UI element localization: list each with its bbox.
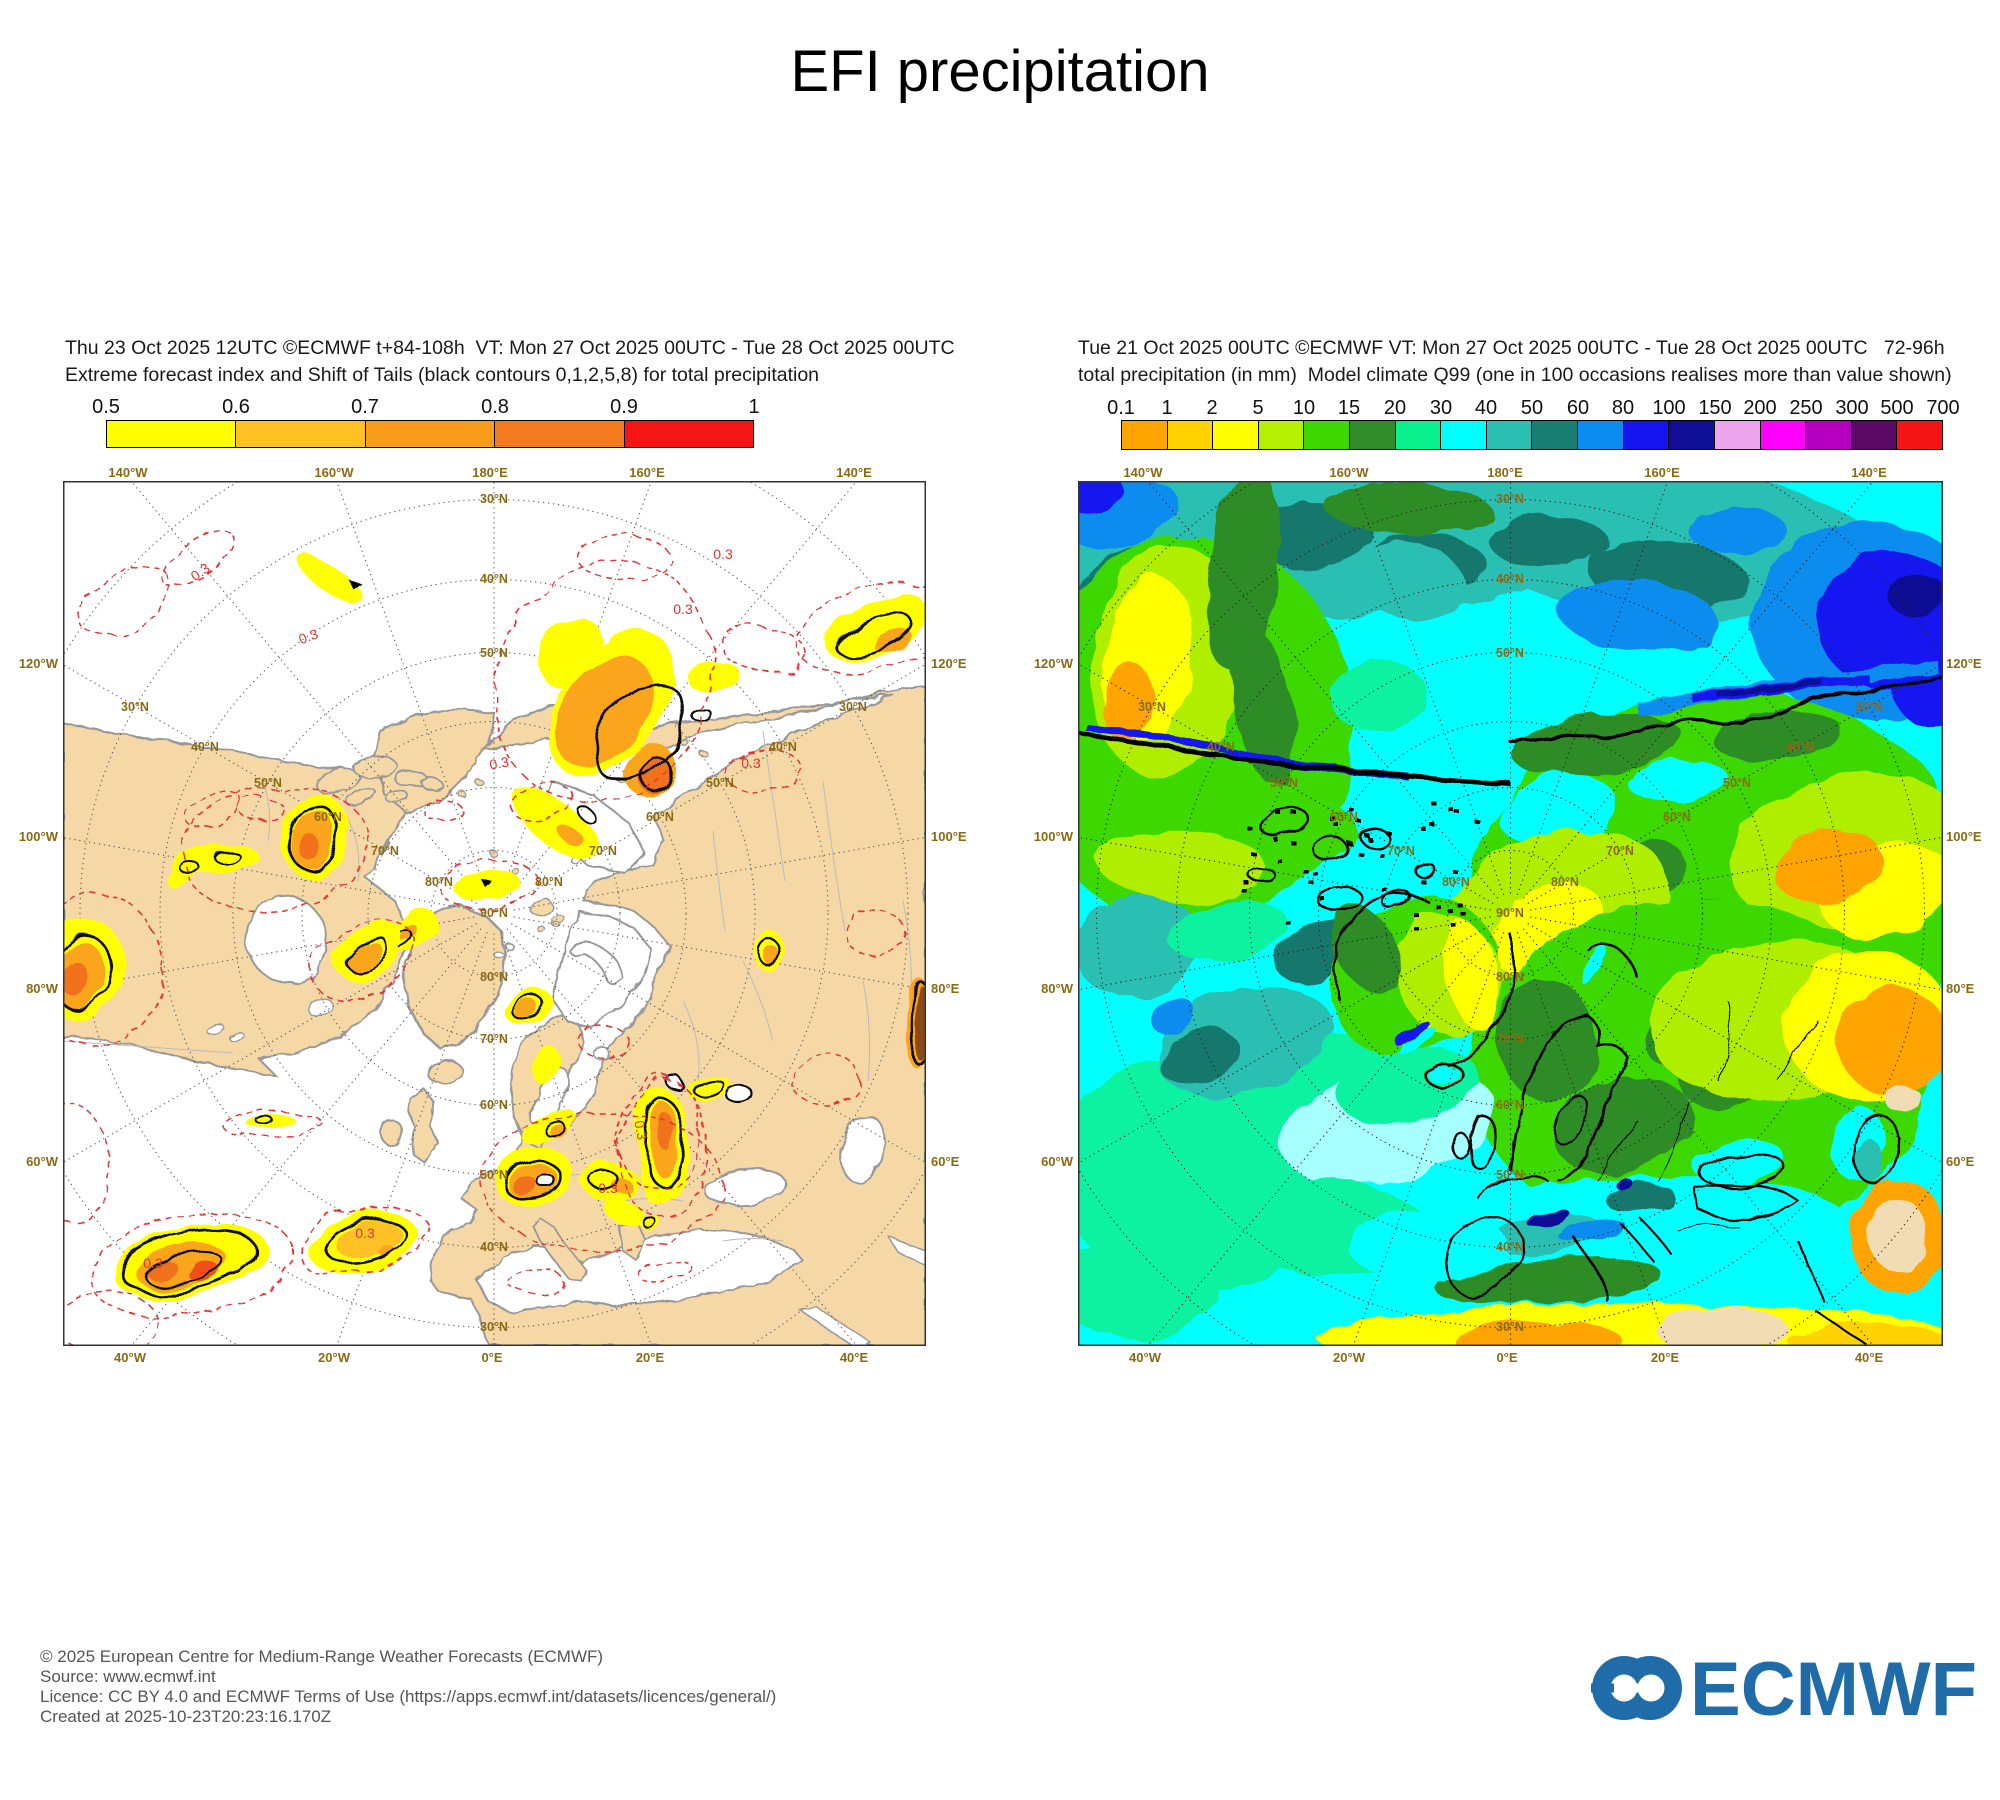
svg-text:30°N: 30°N (480, 1320, 508, 1334)
svg-text:40°N: 40°N (480, 1240, 508, 1254)
svg-text:70°N: 70°N (1606, 844, 1634, 858)
svg-text:40°N: 40°N (1496, 1240, 1524, 1254)
svg-text:70°N: 70°N (480, 1032, 508, 1046)
svg-text:70°N: 70°N (371, 844, 399, 858)
svg-text:30°N: 30°N (1496, 1320, 1524, 1334)
svg-text:30°N: 30°N (480, 492, 508, 506)
svg-text:60°N: 60°N (314, 810, 342, 824)
svg-text:50°N: 50°N (254, 776, 282, 790)
svg-text:40°N: 40°N (769, 740, 797, 754)
svg-text:50°N: 50°N (1496, 1168, 1524, 1182)
svg-text:50°N: 50°N (706, 776, 734, 790)
svg-text:30°N: 30°N (839, 700, 867, 714)
svg-text:50°N: 50°N (1270, 776, 1298, 790)
svg-text:80°N: 80°N (1496, 970, 1524, 984)
svg-text:70°N: 70°N (589, 844, 617, 858)
svg-text:0.3: 0.3 (631, 1119, 650, 1141)
svg-text:0.3: 0.3 (713, 546, 733, 562)
svg-text:60°N: 60°N (480, 1098, 508, 1112)
svg-text:60°N: 60°N (1330, 810, 1358, 824)
svg-text:0.3: 0.3 (296, 625, 320, 647)
svg-text:0.3: 0.3 (741, 755, 761, 771)
svg-text:30°N: 30°N (1855, 700, 1883, 714)
svg-text:90°N: 90°N (480, 906, 508, 920)
svg-text:50°N: 50°N (1496, 646, 1524, 660)
svg-text:40°N: 40°N (1496, 572, 1524, 586)
svg-text:60°N: 60°N (1496, 1098, 1524, 1112)
svg-text:80°N: 80°N (480, 970, 508, 984)
svg-text:50°N: 50°N (1723, 776, 1751, 790)
svg-text:80°N: 80°N (1442, 875, 1470, 889)
svg-text:0.3: 0.3 (673, 601, 693, 617)
svg-text:30°N: 30°N (1138, 700, 1166, 714)
svg-text:70°N: 70°N (1387, 844, 1415, 858)
svg-text:40°N: 40°N (1786, 740, 1814, 754)
svg-text:40°N: 40°N (1207, 740, 1235, 754)
svg-text:80°N: 80°N (425, 875, 453, 889)
svg-text:60°N: 60°N (646, 810, 674, 824)
svg-text:80°N: 80°N (1551, 875, 1579, 889)
svg-text:90°N: 90°N (1496, 906, 1524, 920)
svg-text:50°N: 50°N (480, 1168, 508, 1182)
svg-text:30°N: 30°N (1496, 492, 1524, 506)
svg-text:80°N: 80°N (535, 875, 563, 889)
svg-text:60°N: 60°N (1663, 810, 1691, 824)
svg-text:ECMWF: ECMWF (1690, 1650, 1977, 1728)
svg-text:0.3: 0.3 (488, 753, 510, 772)
svg-text:50°N: 50°N (480, 646, 508, 660)
svg-text:0.3: 0.3 (143, 1255, 163, 1271)
svg-text:0.3: 0.3 (355, 1225, 375, 1241)
svg-text:0.3: 0.3 (598, 1180, 618, 1196)
svg-text:30°N: 30°N (121, 700, 149, 714)
svg-text:40°N: 40°N (480, 572, 508, 586)
svg-text:70°N: 70°N (1496, 1032, 1524, 1046)
svg-text:40°N: 40°N (191, 740, 219, 754)
